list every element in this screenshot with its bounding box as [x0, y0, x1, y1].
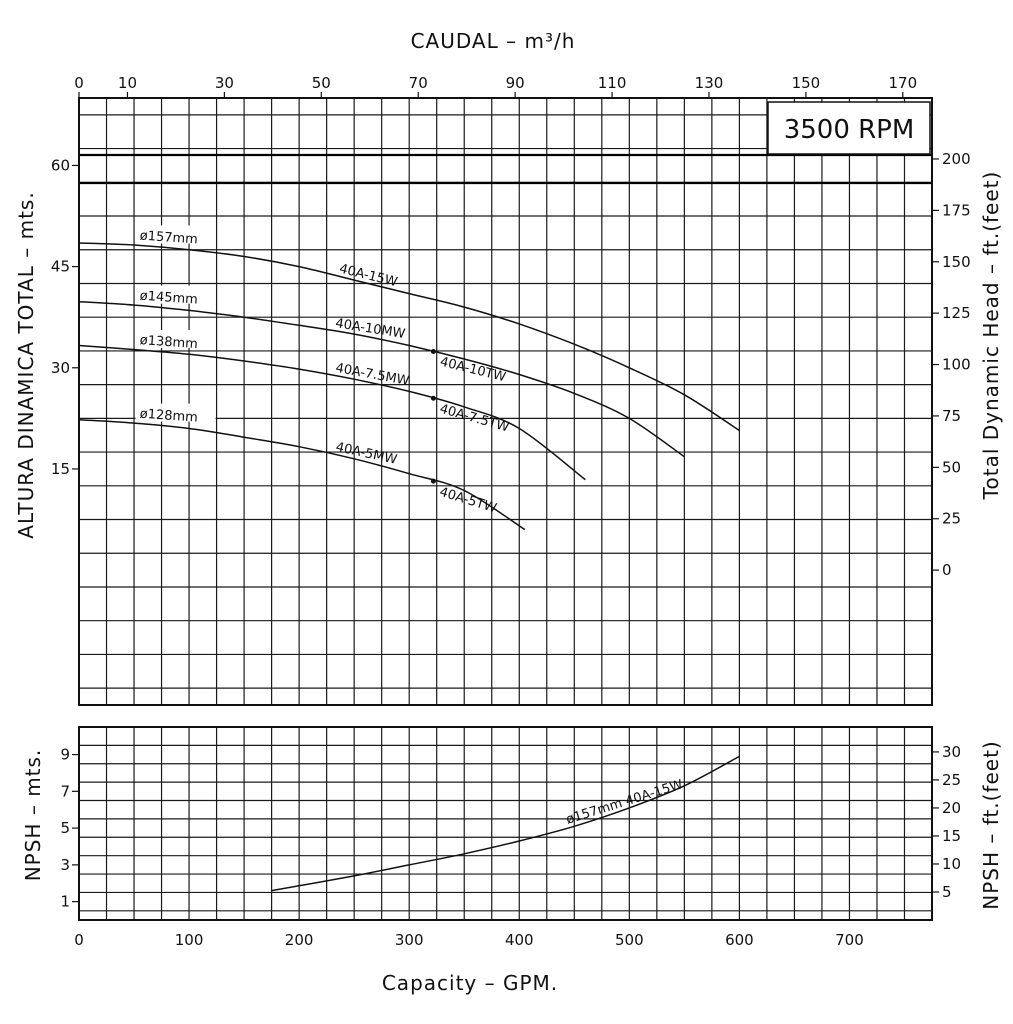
bottom-tick-label: 700 — [835, 931, 864, 949]
model-separator-dot — [430, 478, 436, 484]
top-tick-label: 90 — [506, 74, 525, 92]
bottom-tick-label: 100 — [175, 931, 204, 949]
head-left-tick-label: 15 — [51, 460, 70, 478]
head-panel-frame — [78, 97, 933, 706]
model-label-tw: 40A-5TW — [438, 485, 499, 517]
npsh-right-tick-label: 15 — [942, 827, 961, 845]
top-tick-label: 30 — [215, 74, 234, 92]
rpm-label: 3500 RPM — [784, 115, 915, 145]
head-curve — [78, 242, 740, 432]
bottom-tick-label: 500 — [615, 931, 644, 949]
npsh-right-tick-label: 5 — [942, 883, 952, 901]
diameter-label: ø128mm — [139, 407, 198, 426]
npsh-panel-frame — [78, 726, 933, 921]
npsh-right-tick-label: 25 — [942, 771, 961, 789]
npsh-panel-grid — [78, 726, 933, 921]
bottom-tick-label: 0 — [74, 931, 84, 949]
head-left-tick-label: 60 — [51, 156, 70, 174]
model-label-group: 40A-15W — [338, 262, 399, 291]
npsh-left-tick-label: 1 — [60, 893, 70, 911]
top-tick-label: 110 — [598, 74, 627, 92]
bottom-tick-label: 400 — [505, 931, 534, 949]
npsh-right-tick-label: 30 — [942, 743, 961, 761]
model-label: 40A-15W — [338, 262, 399, 291]
model-label-mw: 40A-5MW — [334, 440, 398, 468]
model-label-mw-group: 40A-5MW — [334, 440, 398, 468]
model-label-tw: 40A-10TW — [438, 355, 507, 386]
diameter-label: ø145mm — [139, 289, 198, 308]
head-right-tick-label: 50 — [942, 458, 961, 476]
model-label-tw-group: 40A-10TW — [438, 355, 507, 386]
npsh-left-tick-label: 5 — [60, 819, 70, 837]
diameter-label-bg — [135, 403, 216, 422]
head-right-tick-label: 175 — [942, 201, 971, 219]
model-label-tw-group: 40A-7.5TW — [438, 402, 511, 436]
top-tick-label: 170 — [889, 74, 918, 92]
bottom-axis-title: Capacity – GPM. — [382, 971, 558, 995]
diameter-label-bg — [135, 225, 216, 244]
model-label-mw-group: 40A-10MW — [334, 316, 406, 342]
diameter-label: ø138mm — [139, 333, 198, 352]
head-right-tick-label: 200 — [942, 150, 971, 168]
npsh-right-tick-label: 20 — [942, 799, 961, 817]
top-tick-label: 50 — [312, 74, 331, 92]
top-tick-label: 0 — [74, 74, 84, 92]
head-curve — [78, 418, 526, 531]
diameter-label-bg — [135, 330, 216, 349]
rpm-box — [767, 101, 931, 155]
model-separator-dot — [430, 348, 436, 354]
head-panel-grid — [78, 97, 933, 706]
head-right-tick-label: 150 — [942, 253, 971, 271]
head-right-tick-label: 25 — [942, 510, 961, 528]
top-tick-label: 130 — [695, 74, 724, 92]
head-left-axis-title: ALTURA DINAMICA TOTAL – mts. — [14, 191, 38, 538]
npsh-right-axis-title: NPSH – ft.(feet) — [979, 740, 1003, 909]
model-label-mw: 40A-10MW — [334, 316, 406, 342]
diameter-label: ø157mm — [139, 229, 198, 248]
npsh-left-tick-label: 7 — [60, 782, 70, 800]
head-curve — [78, 300, 685, 458]
head-right-tick-label: 75 — [942, 407, 961, 425]
npsh-left-axis-title: NPSH – mts. — [21, 749, 45, 882]
top-tick-label: 10 — [118, 74, 137, 92]
bottom-tick-label: 600 — [725, 931, 754, 949]
diameter-label-bg — [135, 285, 216, 304]
head-curve — [78, 344, 586, 481]
head-left-tick-label: 45 — [51, 258, 70, 276]
npsh-curve — [271, 755, 740, 892]
top-tick-label: 150 — [792, 74, 821, 92]
bottom-tick-label: 200 — [285, 931, 314, 949]
bottom-tick-label: 300 — [395, 931, 424, 949]
top-tick-label: 70 — [409, 74, 428, 92]
head-right-tick-label: 0 — [942, 561, 952, 579]
head-right-axis-title: Total Dynamic Head – ft.(feet) — [979, 171, 1003, 501]
npsh-left-tick-label: 3 — [60, 856, 70, 874]
top-axis-title: CAUDAL – m³/h — [411, 29, 576, 53]
head-right-tick-label: 100 — [942, 356, 971, 374]
model-separator-dot — [430, 395, 436, 401]
npsh-curve-label: ø157mm 40A-15W — [564, 777, 685, 827]
head-right-tick-label: 125 — [942, 304, 971, 322]
head-left-tick-label: 30 — [51, 359, 70, 377]
model-label-tw: 40A-7.5TW — [438, 402, 511, 436]
npsh-left-tick-label: 9 — [60, 746, 70, 764]
npsh-curve-label-group: ø157mm 40A-15W — [564, 777, 685, 827]
npsh-right-tick-label: 10 — [942, 855, 961, 873]
model-label-tw-group: 40A-5TW — [438, 485, 499, 517]
